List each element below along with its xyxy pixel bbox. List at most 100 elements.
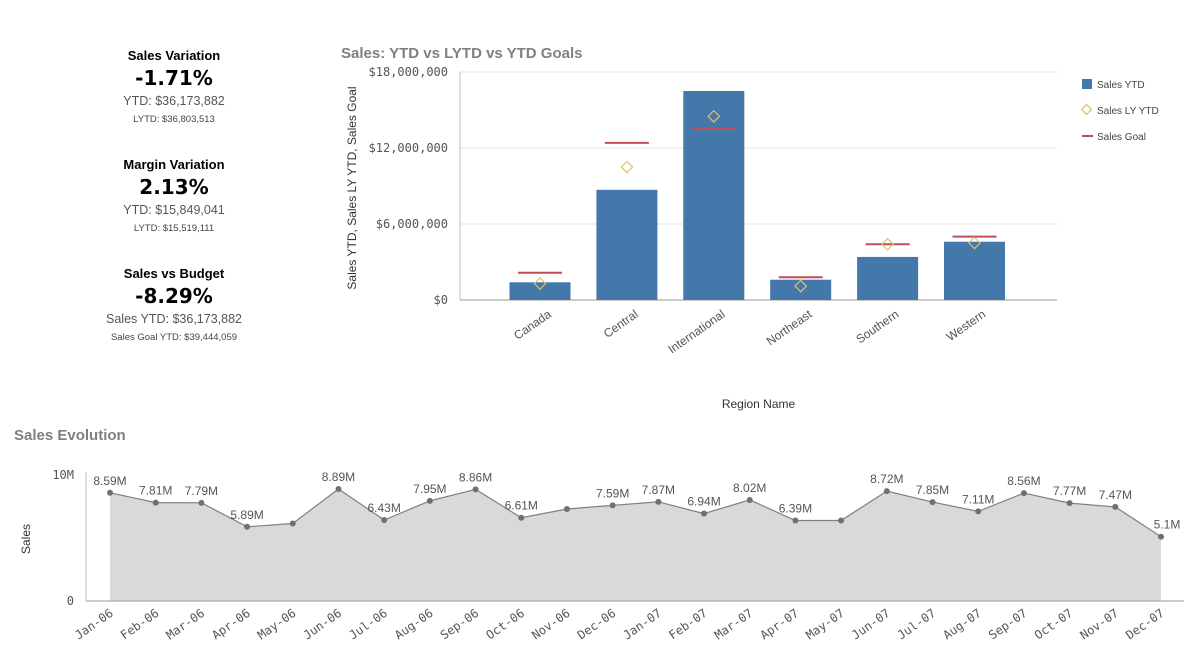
y-tick-label: 10M [52, 468, 74, 482]
bar-chart[interactable]: $0 $6,000,000 $12,000,000 $18,000,000 Sales … [0, 0, 1200, 420]
data-point [335, 485, 342, 492]
data-point [792, 517, 799, 524]
data-point [152, 499, 159, 506]
data-label: 7.87M [642, 483, 675, 497]
bar-sales-ytd [683, 91, 745, 300]
data-label: 7.47M [1099, 488, 1132, 502]
ly-ytd-diamond [707, 109, 721, 123]
data-point [609, 502, 616, 509]
x-tick-label: Jan-06 [72, 606, 116, 642]
data-label: 8.89M [322, 470, 355, 484]
kpi-margin-variation: Margin Variation 2.13% YTD: $15,849,041 … [84, 157, 264, 234]
x-tick-label: May-07 [803, 606, 847, 642]
legend-swatch-ly-ytd [1080, 103, 1093, 116]
x-tick-label: Aug-07 [940, 606, 984, 642]
data-point [107, 489, 113, 496]
x-tick-label: Jul-06 [346, 606, 390, 642]
data-label: 6.61M [505, 499, 538, 513]
data-label: 7.11M [962, 492, 994, 506]
y-tick-label: $0 [434, 293, 448, 307]
legend-swatch-sales-ytd [1082, 79, 1092, 89]
x-tick-label: Aug-06 [392, 606, 436, 642]
data-point [929, 499, 936, 506]
x-tick-label: Jun-06 [301, 606, 345, 642]
data-label: 7.81M [139, 484, 172, 498]
bar-sales-ytd [944, 241, 1005, 300]
kpi-lytd: LYTD: $15,519,111 [133, 223, 215, 234]
x-tick-label: Canada [511, 307, 554, 343]
data-point [518, 514, 525, 521]
bar-sales-ytd [857, 256, 919, 300]
x-tick-label: International [665, 307, 727, 356]
bar-sales-ytd [770, 279, 832, 300]
ly-ytd-diamond [620, 160, 634, 174]
data-point [198, 499, 205, 506]
y-tick-label: $6,000,000 [376, 217, 448, 231]
data-point [289, 520, 296, 527]
data-point [1112, 503, 1119, 510]
x-tick-label: Central [601, 307, 641, 341]
x-tick-label: Dec-06 [575, 606, 619, 642]
x-tick-label: Mar-06 [164, 606, 208, 642]
x-tick-label: Jul-07 [895, 606, 939, 642]
x-tick-label: Apr-06 [209, 606, 253, 642]
data-point [746, 496, 753, 503]
x-tick-label: Oct-06 [483, 606, 527, 642]
data-label: 7.95M [413, 482, 446, 496]
ly-ytd-diamond [967, 236, 982, 250]
kpi-sales-goal-ytd: Sales Goal YTD: $39,444,059 [110, 332, 238, 343]
ly-ytd-diamond [533, 277, 547, 291]
bar-sales-ytd [509, 282, 571, 300]
y-tick-label: $12,000,000 [369, 141, 448, 155]
legend-label: Sales LY YTD [1097, 106, 1159, 117]
data-point [381, 516, 388, 523]
kpi-title: Sales vs Budget [123, 266, 225, 281]
data-point [244, 523, 251, 530]
data-point [701, 510, 708, 517]
data-label: 6.94M [687, 495, 720, 509]
kpi-lytd: LYTD: $36,803,513 [133, 114, 215, 125]
data-point [563, 506, 570, 513]
data-label: 7.85M [916, 483, 949, 497]
x-tick-label: Nov-06 [529, 606, 573, 642]
data-point [1066, 500, 1073, 507]
y-axis-title: Sales [19, 524, 33, 554]
legend-label: Sales YTD [1097, 80, 1145, 91]
x-tick-label: Feb-06 [118, 606, 162, 642]
data-point [472, 486, 479, 493]
kpi-sales-ytd: Sales YTD: $36,173,882 [106, 312, 242, 326]
x-tick-label: Sep-06 [438, 606, 482, 642]
y-axis-title: Sales YTD, Sales LY YTD, Sales Goal [345, 86, 359, 289]
x-tick-label: Northeast [764, 307, 815, 349]
x-tick-label: Dec-07 [1123, 606, 1167, 642]
bar-sales-ytd [596, 189, 658, 300]
data-label: 7.59M [596, 486, 629, 500]
x-tick-label: May-06 [255, 606, 299, 642]
data-point [1158, 533, 1164, 540]
data-label: 6.43M [367, 501, 400, 515]
data-label: 5.1M [1154, 518, 1181, 532]
series-line [109, 488, 1162, 538]
data-label: 7.79M [185, 484, 218, 498]
x-tick-label: Jun-07 [849, 606, 893, 642]
x-tick-label: Western [944, 307, 988, 344]
kpi-sales-variation: Sales Variation -1.71% YTD: $36,173,882 … [84, 48, 264, 125]
legend-label: Sales Goal [1097, 132, 1146, 143]
ly-ytd-diamond [881, 237, 895, 251]
data-label: 8.02M [733, 481, 766, 495]
x-tick-label: Jan-07 [621, 606, 665, 642]
data-label: 8.86M [459, 470, 492, 484]
data-point [838, 517, 845, 524]
data-label: 8.72M [870, 472, 903, 486]
x-tick-label: Apr-07 [758, 606, 802, 642]
data-point [655, 498, 662, 505]
y-tick-label: $18,000,000 [369, 65, 448, 79]
data-point [883, 488, 890, 495]
y-tick-label: 0 [67, 594, 74, 608]
x-tick-label: Nov-07 [1077, 606, 1121, 642]
data-label: 8.56M [1007, 474, 1040, 488]
x-tick-label: Feb-07 [666, 606, 710, 642]
data-point [1020, 490, 1027, 497]
bar-chart-title: Sales: YTD vs LYTD vs YTD Goals [341, 45, 583, 62]
kpi-value: -8.29% [135, 284, 213, 308]
